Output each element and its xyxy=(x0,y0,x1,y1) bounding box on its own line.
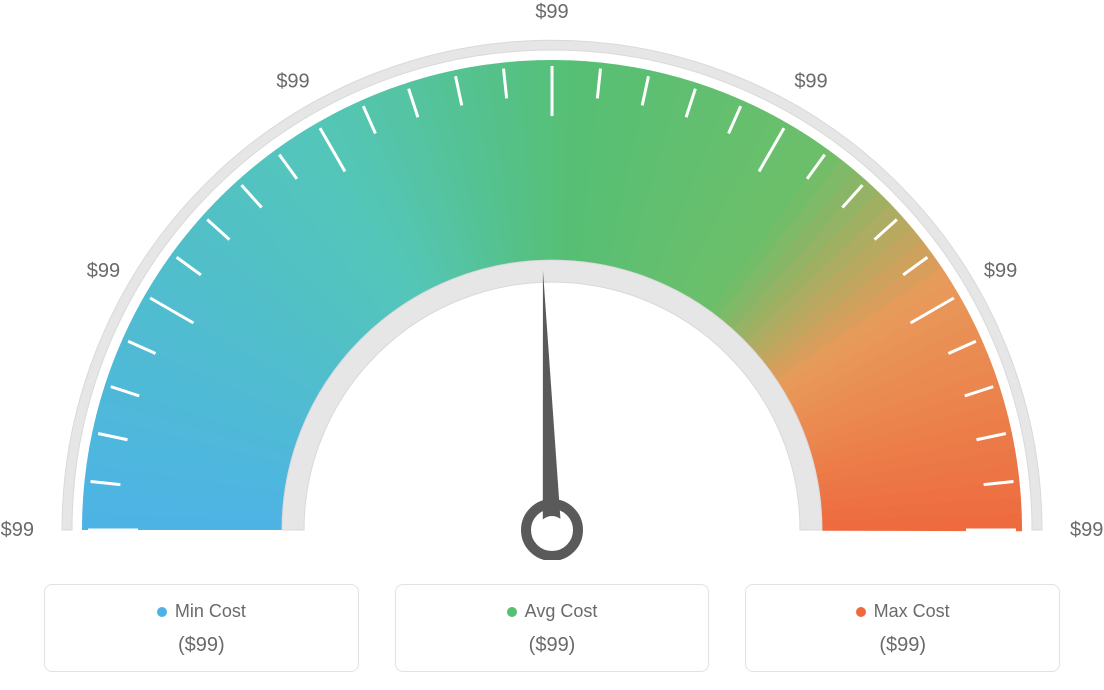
legend-card-avg: Avg Cost ($99) xyxy=(395,584,710,672)
legend-dot-avg xyxy=(507,607,517,617)
legend-card-min: Min Cost ($99) xyxy=(44,584,359,672)
legend-row: Min Cost ($99) Avg Cost ($99) Max Cost (… xyxy=(0,584,1104,672)
legend-title-max: Max Cost xyxy=(856,601,950,622)
gauge-chart: $99 $99 $99 $99 $99 $99 $99 xyxy=(0,0,1104,560)
legend-card-max: Max Cost ($99) xyxy=(745,584,1060,672)
svg-text:$99: $99 xyxy=(984,260,1017,282)
svg-text:$99: $99 xyxy=(794,70,827,92)
svg-text:$99: $99 xyxy=(1,519,34,541)
legend-label-max: Max Cost xyxy=(874,601,950,622)
gauge-container: $99 $99 $99 $99 $99 $99 $99 xyxy=(0,0,1104,560)
legend-value-avg: ($99) xyxy=(406,634,699,657)
legend-dot-min xyxy=(157,607,167,617)
legend-dot-max xyxy=(856,607,866,617)
svg-text:$99: $99 xyxy=(276,70,309,92)
legend-title-min: Min Cost xyxy=(157,601,246,622)
svg-text:$99: $99 xyxy=(1070,519,1103,541)
svg-text:$99: $99 xyxy=(535,1,568,23)
legend-value-min: ($99) xyxy=(55,634,348,657)
legend-label-min: Min Cost xyxy=(175,601,246,622)
legend-value-max: ($99) xyxy=(756,634,1049,657)
legend-title-avg: Avg Cost xyxy=(507,601,598,622)
legend-label-avg: Avg Cost xyxy=(525,601,598,622)
svg-text:$99: $99 xyxy=(87,260,120,282)
